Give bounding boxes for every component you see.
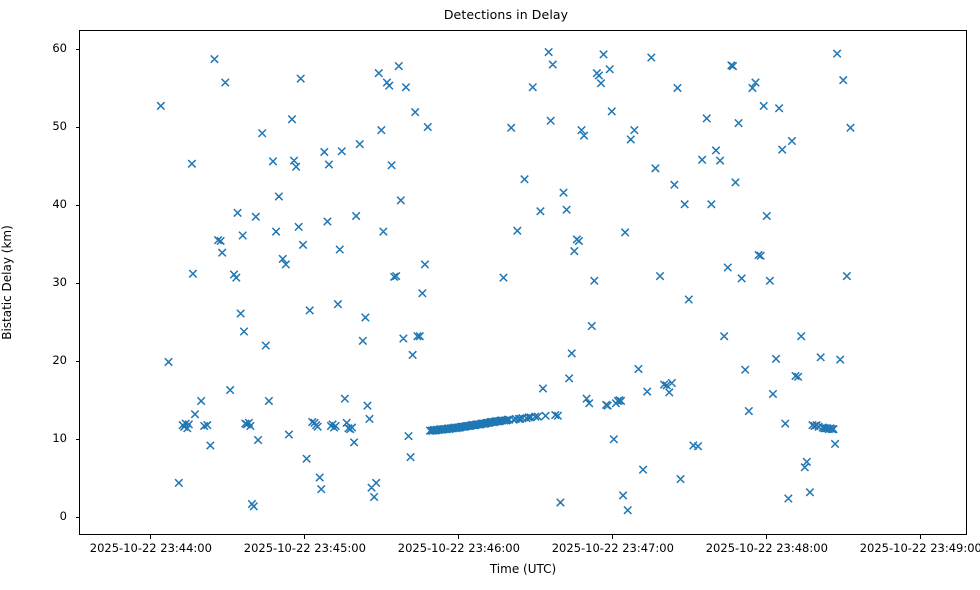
y-tick-label: 20 bbox=[52, 352, 67, 367]
y-tick-label: 30 bbox=[52, 274, 67, 289]
y-tick-mark bbox=[75, 205, 79, 207]
x-tick-label: 2025-10-22 23:49:00 bbox=[859, 541, 980, 555]
scatter-plot-area bbox=[80, 31, 966, 534]
y-tick-label: 60 bbox=[52, 40, 67, 55]
y-tick-mark bbox=[75, 517, 79, 519]
chart-title-text: Detections in Delay bbox=[443, 7, 569, 22]
scatter-series bbox=[156, 47, 855, 515]
plot-axes bbox=[79, 30, 967, 535]
x-tick-mark bbox=[150, 535, 152, 539]
x-tick-label: 2025-10-22 23:47:00 bbox=[551, 541, 674, 555]
x-tick-label: 2025-10-22 23:44:00 bbox=[89, 541, 212, 555]
y-tick-mark bbox=[75, 439, 79, 441]
y-tick-label: 10 bbox=[52, 430, 67, 445]
x-tick-label: 2025-10-22 23:46:00 bbox=[397, 541, 520, 555]
y-tick-mark bbox=[75, 49, 79, 50]
x-tick-mark bbox=[458, 535, 460, 539]
y-tick-mark bbox=[75, 283, 79, 285]
scatter-markers bbox=[156, 47, 855, 515]
y-tick-mark bbox=[75, 127, 79, 129]
y-tick-mark bbox=[75, 361, 79, 363]
x-tick-mark bbox=[766, 535, 768, 539]
y-tick-label: 0 bbox=[59, 508, 67, 523]
x-axis-label-text: Time (UTC) bbox=[489, 562, 557, 576]
x-tick-label: 2025-10-22 23:48:00 bbox=[705, 541, 828, 555]
y-axis-label: Bistatic Delay (km) bbox=[0, 0, 22, 590]
marker-path bbox=[156, 47, 855, 515]
y-tick-label: 40 bbox=[52, 196, 67, 211]
x-tick-label: 2025-10-22 23:45:00 bbox=[243, 541, 366, 555]
y-axis-label-text: Bistatic Delay (km) bbox=[0, 225, 14, 340]
x-tick-mark bbox=[920, 535, 922, 539]
x-tick-mark bbox=[612, 535, 614, 539]
y-tick-label: 50 bbox=[52, 118, 67, 133]
x-axis-label: Time (UTC) bbox=[79, 562, 967, 576]
x-tick-mark bbox=[304, 535, 306, 539]
chart-title: Detections in Delay bbox=[0, 7, 980, 22]
